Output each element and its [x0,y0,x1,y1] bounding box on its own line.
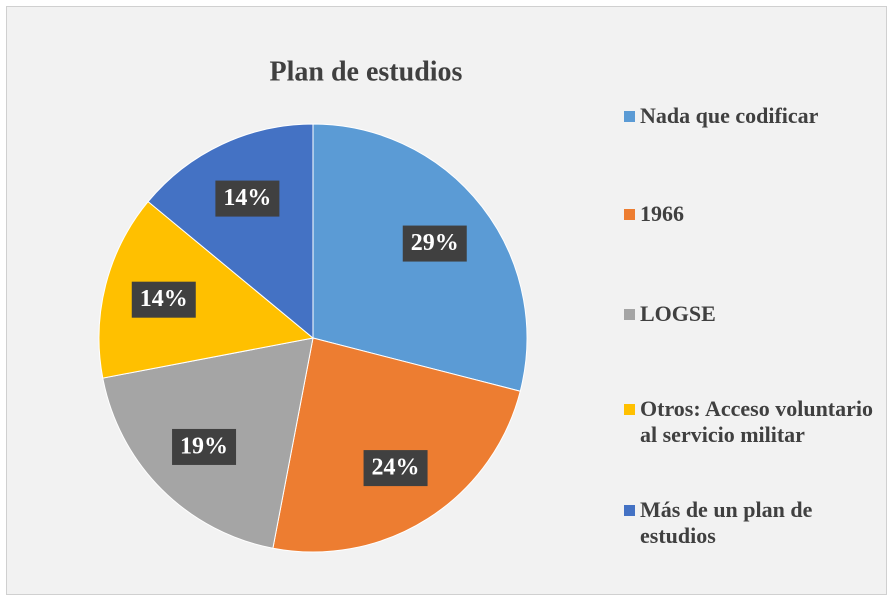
legend-swatch [624,404,635,415]
legend-item: Más de un plan de estudios [622,497,884,549]
legend-swatch [624,309,635,320]
data-label-box [402,225,467,262]
data-label: 19% [180,433,228,459]
legend-label: 1966 [640,201,684,226]
legend-swatch [624,111,635,122]
pie-slice [272,337,521,553]
legend-label: Nada que codificar [640,103,819,128]
data-label: 14% [140,286,188,312]
legend-swatch [624,209,635,220]
data-label-box [215,180,280,217]
legend-label: LOGSE [640,301,716,326]
data-label: 14% [223,185,271,211]
pie-slice [147,123,314,340]
legend-label: Otros: Acceso voluntario al servicio mil… [640,396,874,447]
legend-label: Más de un plan de estudios [640,497,813,548]
data-label: 24% [372,455,420,481]
legend-item: Nada que codificar [622,103,884,129]
legend-item: 1966 [622,201,884,227]
legend-item: LOGSE [622,301,884,327]
legend-swatch [624,505,635,516]
chart-title: Plan de estudios [270,56,463,87]
data-label-box [172,428,237,465]
legend-item: Otros: Acceso voluntario al servicio mil… [622,396,884,448]
data-label-box [131,281,196,318]
pie-slice [98,200,315,379]
data-label: 29% [411,230,459,256]
data-label-box [363,450,428,487]
